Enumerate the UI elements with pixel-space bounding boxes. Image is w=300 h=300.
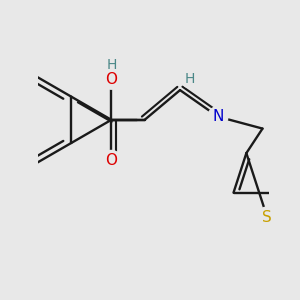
Circle shape (103, 56, 120, 73)
Text: H: H (185, 72, 195, 86)
Circle shape (182, 71, 199, 88)
Circle shape (208, 106, 228, 127)
Circle shape (101, 69, 122, 89)
Text: S: S (262, 210, 272, 225)
Text: O: O (105, 72, 117, 87)
Circle shape (101, 151, 122, 170)
Circle shape (257, 207, 277, 227)
Text: O: O (105, 153, 117, 168)
Text: H: H (106, 58, 117, 71)
Text: N: N (212, 109, 224, 124)
